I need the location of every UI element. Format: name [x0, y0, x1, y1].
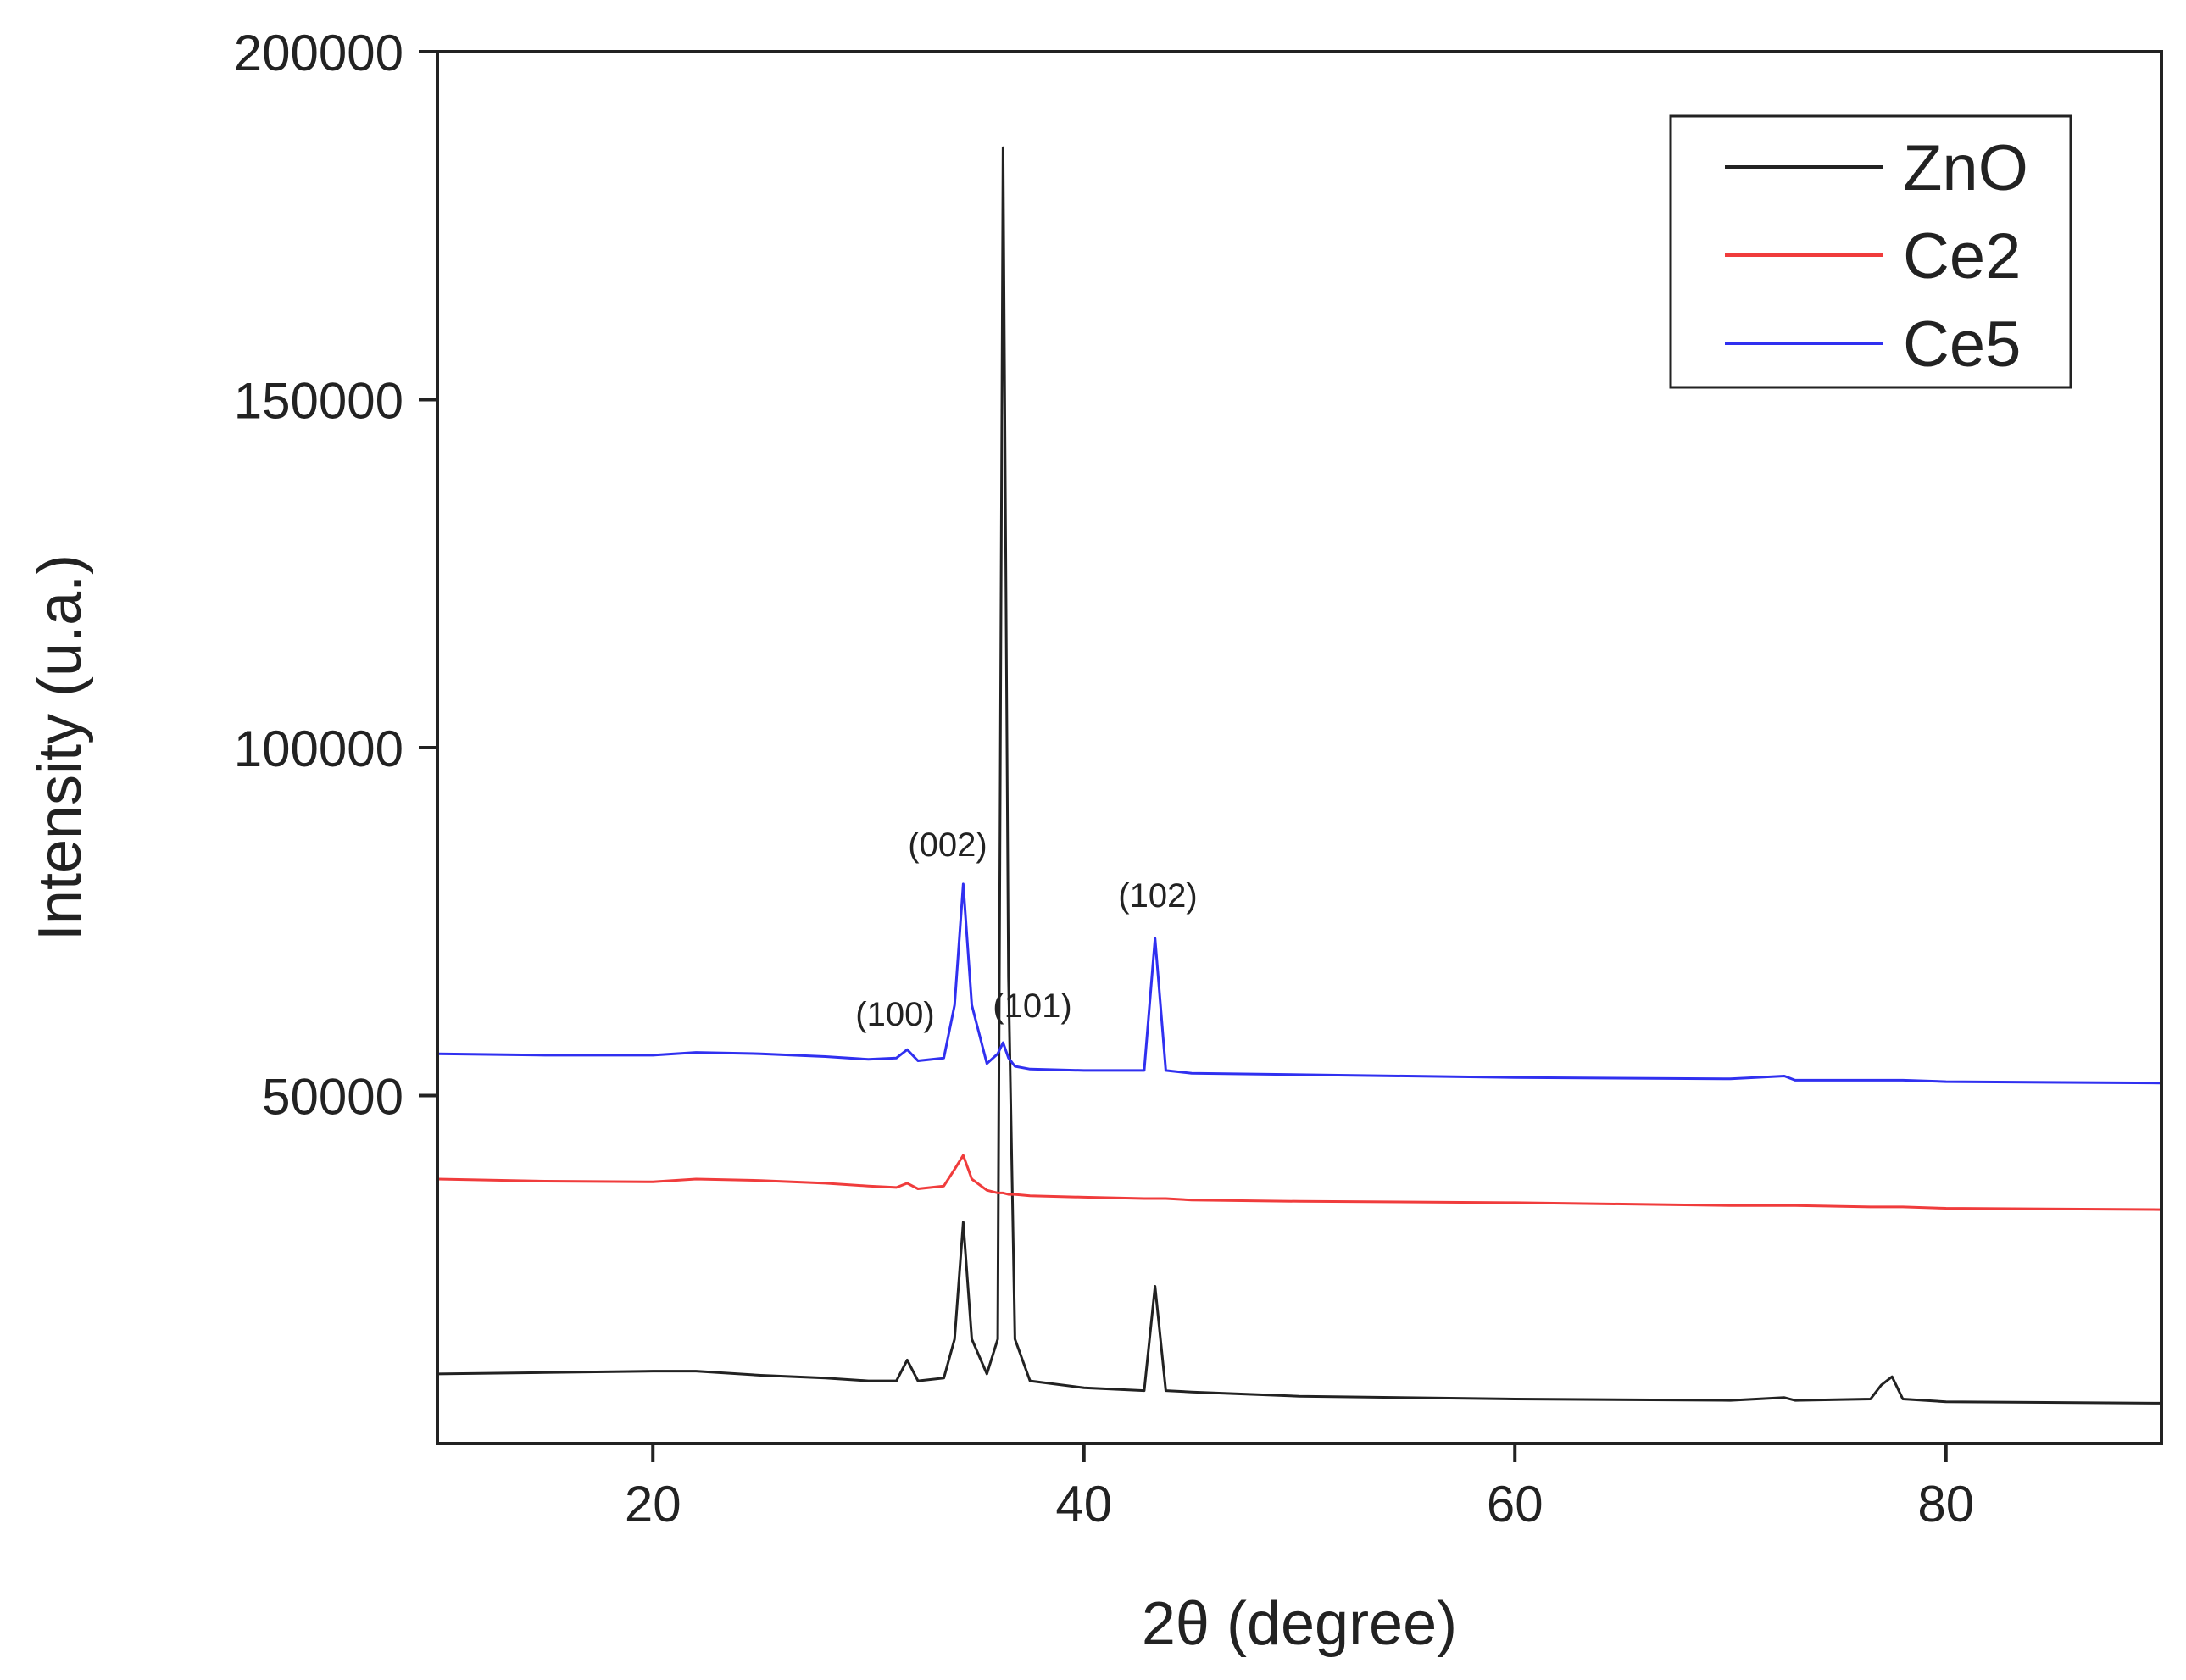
x-tick-label: 80	[1917, 1476, 1974, 1533]
y-tick-label: 50000	[262, 1069, 403, 1126]
series-line	[437, 1154, 2162, 1211]
annotation: (102)	[1118, 877, 1197, 915]
legend-label: ZnO	[1903, 132, 2028, 204]
legend-label: Ce5	[1903, 309, 2021, 381]
annotation: (100)	[855, 996, 934, 1033]
annotation: (002)	[908, 826, 987, 864]
x-tick-label: 40	[1055, 1476, 1112, 1533]
y-tick-label: 100000	[234, 720, 403, 777]
series-line	[437, 146, 2162, 1405]
legend-label: Ce2	[1903, 220, 2021, 292]
x-tick-label: 60	[1487, 1476, 1544, 1533]
y-axis-label: Intensity (u.a.)	[26, 554, 94, 941]
x-axis-label: 2θ (degree)	[1142, 1590, 1457, 1658]
annotation: (101)	[993, 987, 1071, 1025]
y-tick-label: 150000	[234, 373, 403, 430]
x-tick-label: 20	[625, 1476, 681, 1533]
y-tick-label: 200000	[234, 25, 403, 81]
plot-frame	[436, 50, 2163, 1445]
series-line	[437, 882, 2162, 1085]
